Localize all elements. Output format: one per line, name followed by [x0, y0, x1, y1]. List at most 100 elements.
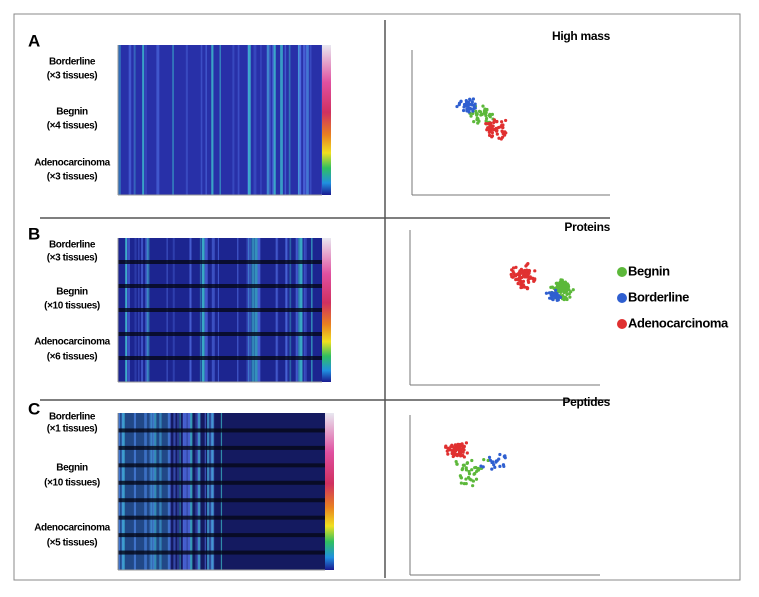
heatmap-streak	[195, 413, 198, 570]
scatter-point	[473, 471, 477, 476]
heatmap-streak	[260, 45, 262, 195]
heatmap-streak	[159, 413, 161, 570]
scatter-point	[473, 106, 477, 110]
heatmap-streak	[185, 413, 189, 570]
scatter-point	[471, 111, 475, 116]
heatmap-streak	[220, 413, 223, 570]
heatmap-streak	[210, 413, 213, 570]
scatter-point	[470, 100, 474, 104]
scatter-point	[521, 279, 526, 283]
frame	[13, 13, 741, 581]
heatmap-streak	[309, 45, 312, 195]
group-name: Borderline	[49, 57, 96, 68]
scatter-point	[479, 113, 483, 117]
scatter-point	[484, 116, 489, 121]
scatter-point	[482, 458, 486, 462]
heatmap-streak	[266, 45, 270, 195]
colorbar	[325, 413, 334, 570]
scatter-point	[481, 465, 485, 469]
heatmap	[118, 238, 322, 382]
scatter-point	[518, 277, 522, 281]
heatmap-streak	[118, 45, 121, 195]
group-name: Begnin	[56, 287, 88, 298]
scatter-point	[516, 281, 520, 286]
scatter-point	[474, 477, 479, 481]
scatter-point	[520, 282, 524, 286]
scatter-point	[558, 283, 562, 287]
scatter-point	[487, 133, 492, 137]
scatter-point	[455, 104, 459, 109]
group-count: (×4 tissues)	[47, 121, 98, 132]
heatmap-band	[118, 332, 322, 336]
heatmap-streak	[187, 413, 191, 570]
heatmap-streak	[297, 45, 300, 195]
heatmap-streak	[198, 413, 201, 570]
heatmap-streak	[185, 413, 187, 570]
group-count: (×6 tissues)	[47, 352, 98, 363]
scatter-point	[497, 457, 501, 461]
scatter-point	[465, 451, 469, 455]
heatmap-streak	[196, 413, 200, 570]
scatter-point	[544, 291, 549, 295]
panel-label: C	[28, 399, 40, 418]
heatmap-streak	[174, 413, 176, 570]
scatter-point	[465, 109, 469, 113]
scatter-point	[549, 285, 553, 289]
scatter-point	[498, 464, 502, 468]
heatmap-band	[118, 445, 325, 450]
scatter-point	[498, 452, 502, 457]
scatter-point	[490, 467, 494, 471]
heatmap-streak	[284, 45, 287, 195]
scatter-point	[523, 285, 527, 289]
scatter-point	[462, 463, 466, 467]
scatter-point	[487, 113, 491, 118]
heatmap-streak	[298, 45, 302, 195]
group-count: (×3 tissues)	[47, 172, 98, 183]
heatmap-streak	[122, 413, 125, 570]
heatmap-band	[118, 533, 325, 538]
scatter-point	[470, 458, 474, 463]
scatter-point	[446, 452, 450, 456]
scatter-point	[533, 269, 537, 273]
scatter-point	[476, 121, 480, 125]
heatmap-streak	[185, 45, 188, 195]
heatmap-streak	[142, 45, 145, 195]
heatmap-streak	[304, 45, 307, 195]
heatmap-streak	[177, 413, 179, 570]
group-count: (×5 tissues)	[47, 538, 98, 549]
heatmap-streak	[168, 413, 170, 570]
heatmap-glow	[118, 413, 170, 570]
scatter-point	[492, 128, 496, 132]
scatter-point	[558, 295, 563, 299]
group-count: (×10 tissues)	[44, 301, 100, 312]
scatter-point	[554, 288, 558, 292]
scatter-point	[553, 291, 557, 296]
scatter-point	[502, 464, 506, 469]
scatter-point	[471, 109, 475, 113]
scatter-point	[501, 126, 505, 130]
scatter-point	[481, 104, 485, 108]
heatmap-streak	[266, 45, 269, 195]
scatter-point	[495, 132, 499, 136]
heatmap-band	[118, 260, 322, 264]
scatter-point	[571, 288, 575, 292]
heatmap-streak	[169, 413, 172, 570]
scatter-point	[474, 109, 478, 113]
scatter-point	[455, 443, 459, 447]
scatter-point	[485, 128, 489, 132]
scatter-point	[462, 105, 466, 109]
scatter-point	[566, 287, 570, 291]
scatter-point	[515, 277, 519, 281]
scatter-title: Proteins	[564, 220, 610, 234]
group-count: (×3 tissues)	[47, 71, 98, 82]
scatter-point	[495, 119, 499, 124]
heatmap-streak	[144, 413, 147, 570]
scatter-point	[459, 481, 463, 485]
heatmap	[118, 413, 325, 570]
group-count: (×1 tissues)	[47, 424, 98, 435]
heatmap	[118, 45, 323, 195]
legend-label: Adenocarcinoma	[628, 315, 729, 330]
scatter-point	[564, 296, 568, 300]
scatter-point	[503, 456, 507, 460]
scatter-point	[471, 97, 476, 101]
